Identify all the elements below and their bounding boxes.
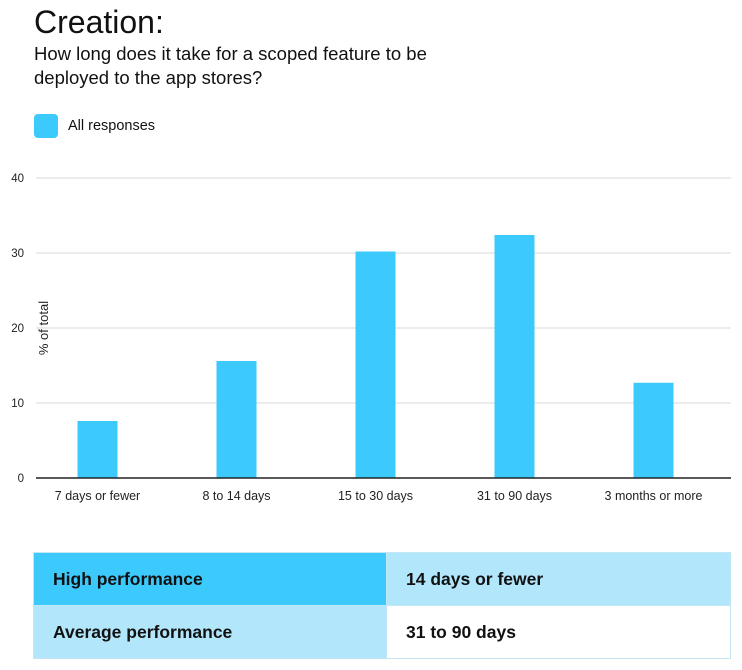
bar bbox=[355, 251, 396, 478]
legend: All responses bbox=[34, 114, 155, 138]
bar bbox=[77, 421, 118, 478]
y-tick-label: 40 bbox=[11, 173, 24, 185]
legend-swatch bbox=[34, 114, 58, 138]
bar bbox=[494, 235, 535, 478]
x-tick-label: 15 to 30 days bbox=[338, 489, 413, 503]
average-performance-label: Average performance bbox=[33, 605, 387, 659]
average-performance-value: 31 to 90 days bbox=[386, 605, 731, 659]
table-row-average: Average performance 31 to 90 days bbox=[33, 605, 731, 659]
y-tick-label: 0 bbox=[18, 473, 24, 485]
bar bbox=[633, 382, 674, 478]
x-tick-label: 3 months or more bbox=[605, 489, 703, 503]
chart-title: Creation: bbox=[34, 4, 164, 40]
y-axis-label: % of total bbox=[36, 301, 51, 355]
y-tick-label: 30 bbox=[11, 248, 24, 260]
bar-chart: 0 10 20 30 40 % of total 7 days or fewer 8 to 1… bbox=[11, 173, 731, 503]
high-performance-label: High performance bbox=[33, 552, 387, 606]
performance-table: High performance 14 days or fewer Averag… bbox=[33, 552, 731, 659]
y-tick-label: 20 bbox=[11, 323, 24, 335]
bar bbox=[216, 361, 257, 478]
high-performance-value: 14 days or fewer bbox=[386, 552, 731, 606]
x-tick-label: 8 to 14 days bbox=[202, 489, 270, 503]
table-row-high: High performance 14 days or fewer bbox=[33, 552, 731, 606]
y-tick-label: 10 bbox=[11, 398, 24, 410]
x-tick-label: 31 to 90 days bbox=[477, 489, 552, 503]
x-tick-label: 7 days or fewer bbox=[55, 489, 140, 503]
legend-label: All responses bbox=[68, 118, 156, 134]
chart-subtitle: How long does it take for a scoped featu… bbox=[34, 43, 427, 88]
